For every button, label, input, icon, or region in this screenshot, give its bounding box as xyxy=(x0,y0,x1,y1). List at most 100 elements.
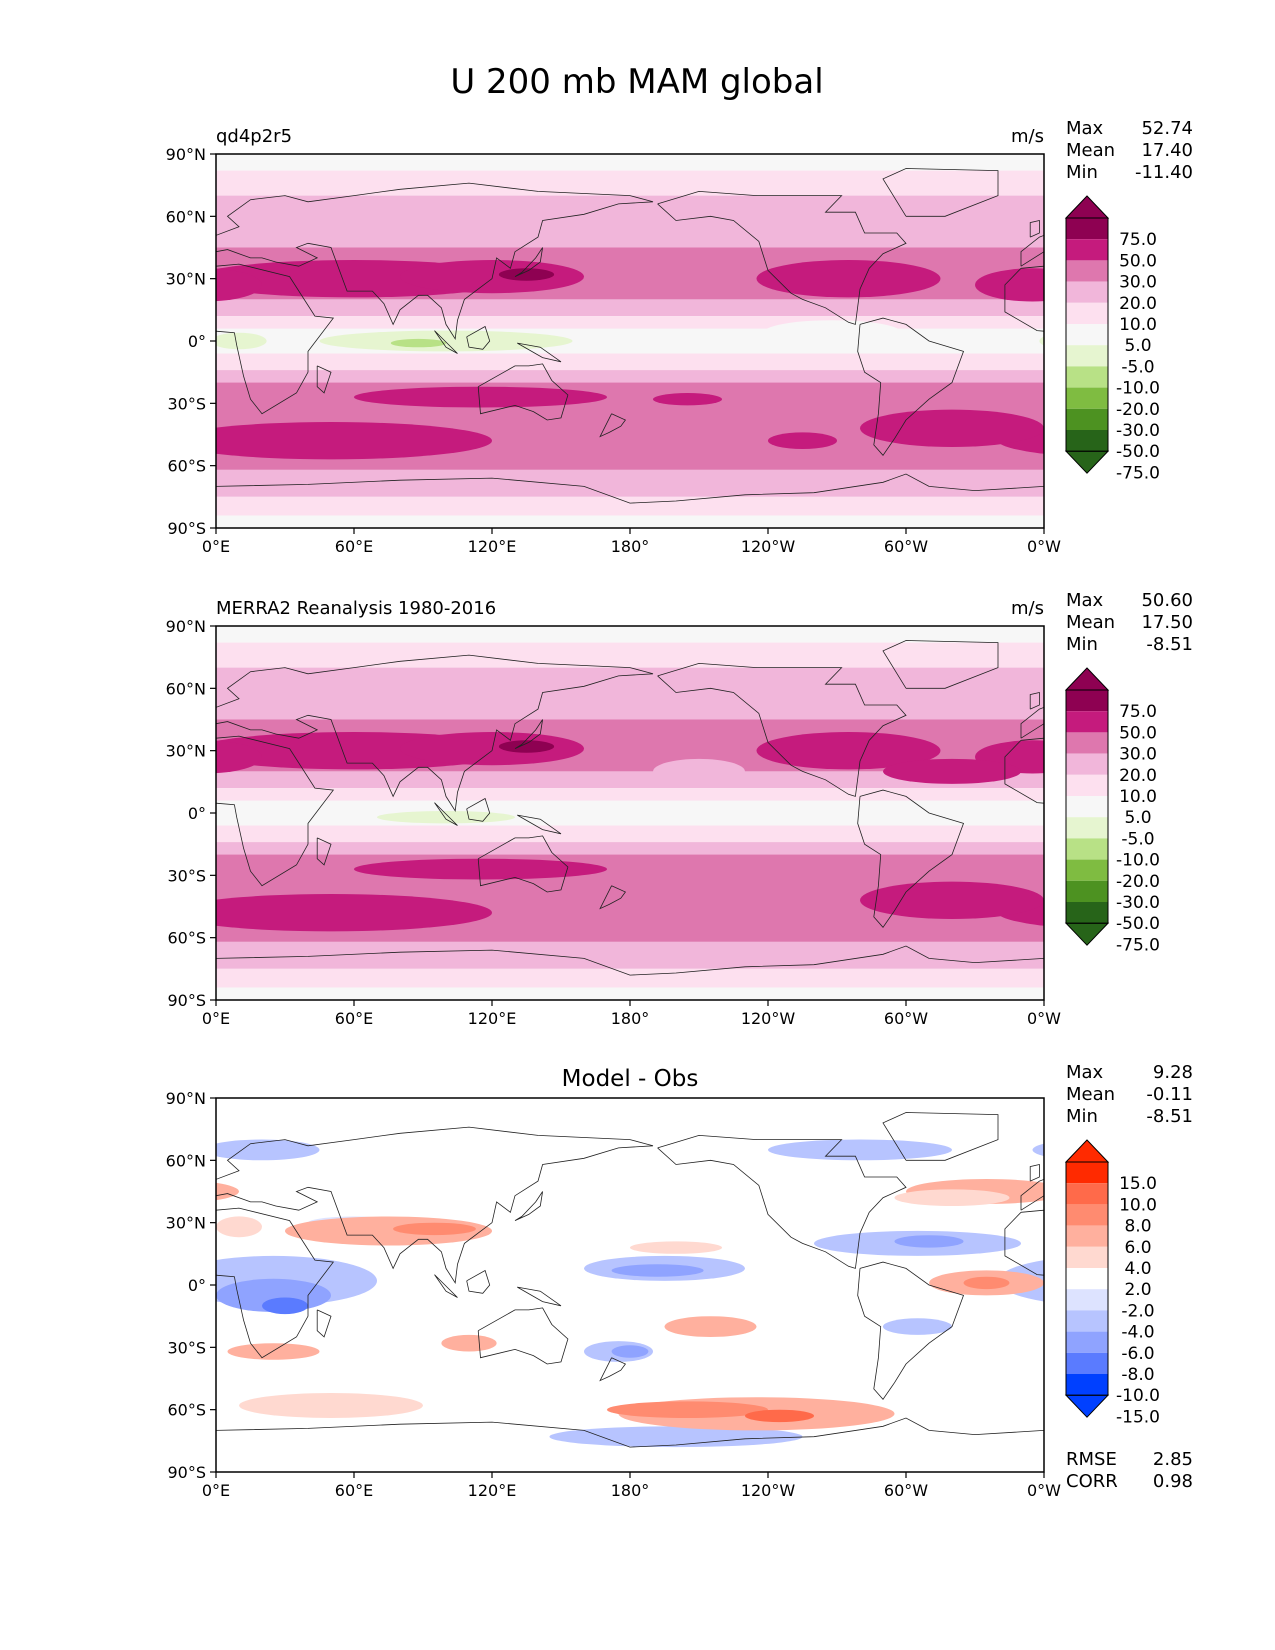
panel-title: Model - Obs xyxy=(562,1066,699,1092)
easterly-region xyxy=(1039,336,1044,346)
anomaly-region xyxy=(216,1216,262,1238)
jet-core xyxy=(216,422,492,460)
y-tick-label: 60°S xyxy=(167,929,206,948)
coastline xyxy=(216,1207,335,1359)
field-band xyxy=(216,825,1044,843)
stat-value-corr: 0.98 xyxy=(1153,1471,1193,1492)
colorbar-bin xyxy=(1066,324,1108,346)
panel-units: m/s xyxy=(1011,598,1044,619)
x-tick-label: 60°E xyxy=(335,537,373,556)
coastline xyxy=(0,1135,78,1268)
jet-core xyxy=(32,882,216,919)
jet-core xyxy=(400,732,584,766)
coastline xyxy=(517,814,562,835)
colorbar-bin xyxy=(1066,1374,1108,1396)
colorbar-extend-max xyxy=(1064,195,1110,219)
colorbar-tick-label: -50.0 xyxy=(1116,914,1160,934)
colorbar-bin xyxy=(1066,774,1108,796)
coastline xyxy=(316,1309,332,1338)
stat-value-mean: 17.40 xyxy=(1141,140,1193,161)
coastline xyxy=(466,325,491,350)
field-band xyxy=(216,353,1044,371)
colorbar-tick-label: 4.0 xyxy=(1124,1259,1151,1279)
x-tick-label: 120°E xyxy=(468,537,517,556)
stat-label-max: Max xyxy=(1066,1062,1104,1083)
colorbar-tick-label: 2.0 xyxy=(1124,1280,1151,1300)
colorbar-extend-max xyxy=(1064,667,1110,691)
coastline xyxy=(216,486,217,487)
colorbar-tick-label: -10.0 xyxy=(1116,851,1160,871)
y-tick-label: 90°S xyxy=(167,1463,206,1482)
coastline xyxy=(477,363,569,421)
anomaly-region xyxy=(894,1235,964,1248)
easterly-region xyxy=(216,332,267,350)
colorbar-bin xyxy=(1066,408,1108,430)
x-tick-label: 60°W xyxy=(884,1481,928,1500)
stat-label-min: Min xyxy=(1066,162,1098,183)
coastline xyxy=(216,1417,1044,1448)
colorbar-tick-label: 50.0 xyxy=(1119,723,1157,743)
stat-label-mean: Mean xyxy=(1066,1084,1115,1105)
field-band xyxy=(216,968,1044,988)
anomaly-region xyxy=(611,1264,704,1277)
colorbar-extend-min xyxy=(1064,922,1110,946)
coastline xyxy=(657,190,907,325)
jet-core xyxy=(756,732,941,770)
colorbar-tick-label: -5.0 xyxy=(1121,357,1154,377)
anomaly-region xyxy=(768,1139,952,1161)
coastline xyxy=(216,945,1044,976)
coastline xyxy=(857,1261,965,1400)
colorbar-tick-label: -8.0 xyxy=(1121,1365,1154,1385)
colorbar-bin xyxy=(1066,859,1108,881)
stat-value-rmse: 2.85 xyxy=(1153,1449,1193,1470)
coastline xyxy=(0,663,78,796)
coastline xyxy=(55,641,170,689)
anomaly-region xyxy=(216,1182,239,1201)
y-tick-label: 90°S xyxy=(167,519,206,538)
colorbar-tick-label: 15.0 xyxy=(1119,1174,1157,1194)
anomaly-region xyxy=(1032,1143,1044,1157)
anomaly-region xyxy=(894,1189,1010,1206)
stat-label-mean: Mean xyxy=(1066,140,1115,161)
stat-label-mean: Mean xyxy=(1066,612,1115,633)
coastline xyxy=(434,1274,458,1298)
colorbar-bin xyxy=(1066,1162,1108,1184)
colorbar-bin xyxy=(1066,1352,1108,1374)
colorbar-tick-label: 20.0 xyxy=(1119,766,1157,786)
coastline xyxy=(434,330,458,354)
coastline xyxy=(599,885,627,910)
coastline xyxy=(216,654,654,813)
field-band xyxy=(216,771,1044,788)
y-tick-label: 60°S xyxy=(167,457,206,476)
coastline xyxy=(216,182,654,341)
colorbar-tick-label: -10.0 xyxy=(1116,379,1160,399)
y-tick-label: 90°N xyxy=(166,145,206,164)
x-tick-label: 0°E xyxy=(202,537,230,556)
field-band xyxy=(216,316,1044,329)
x-tick-label: 120°E xyxy=(468,1009,517,1028)
jet-core xyxy=(756,260,941,298)
colorbar: 15.010.08.06.04.02.0-2.0-4.0-6.0-8.0-10.… xyxy=(1064,1139,1160,1427)
x-tick-label: 0°W xyxy=(1027,1009,1061,1028)
y-tick-label: 90°S xyxy=(167,991,206,1010)
coastline xyxy=(857,317,965,456)
jet-core xyxy=(354,386,607,408)
stat-label-min: Min xyxy=(1066,634,1098,655)
colorbar-bin xyxy=(1066,1225,1108,1247)
colorbar-extend-max xyxy=(1064,1139,1110,1163)
colorbar-frame xyxy=(1065,689,1109,924)
field-band xyxy=(216,788,1044,801)
anomaly-region xyxy=(549,1426,803,1448)
stat-value-max: 50.60 xyxy=(1141,590,1193,611)
coastline xyxy=(657,662,907,797)
colorbar-tick-label: -4.0 xyxy=(1121,1323,1154,1343)
colorbar-bin xyxy=(1066,1310,1108,1332)
colorbar-tick-label: 50.0 xyxy=(1119,251,1157,271)
coastline xyxy=(216,263,335,415)
coastline xyxy=(216,1430,217,1431)
x-tick-label: 120°W xyxy=(741,1481,796,1500)
colorbar-tick-label: -15.0 xyxy=(1116,1407,1160,1427)
colorbar-bin xyxy=(1066,711,1108,733)
colorbar-tick-label: 10.0 xyxy=(1119,787,1157,807)
